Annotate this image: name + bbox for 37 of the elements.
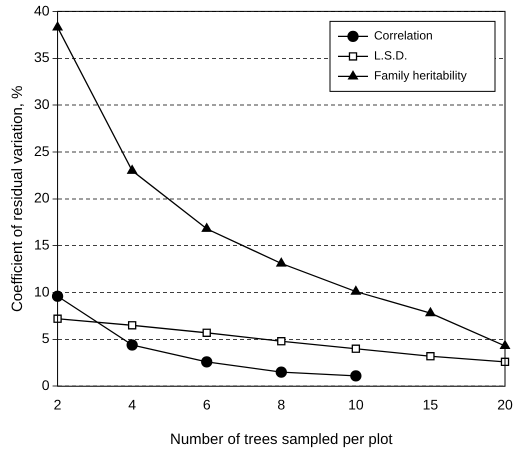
y-tick-label: 40 — [34, 2, 50, 18]
y-tick-label: 35 — [34, 49, 50, 66]
y-tick-label: 15 — [34, 236, 50, 253]
x-tick-label: 4 — [128, 396, 136, 412]
point — [352, 344, 360, 353]
point — [202, 328, 211, 337]
x-tick-label: 10 — [348, 396, 364, 412]
x-axis-title: Number of trees sampled per plot — [170, 431, 394, 448]
y-tick-label: 20 — [34, 190, 50, 206]
point — [201, 356, 212, 368]
legend-label: Correlation — [374, 28, 433, 43]
legend-label: Family heritability — [374, 68, 467, 83]
x-tick-label: 20 — [497, 396, 513, 412]
y-axis-title: Coefficient of residual variation, % — [9, 86, 26, 312]
y-tick-label: 30 — [34, 96, 50, 112]
y-tick-label: 10 — [34, 283, 50, 300]
point — [276, 366, 287, 378]
point — [128, 321, 136, 330]
point — [425, 307, 436, 316]
point — [53, 314, 62, 323]
x-tick-label: 2 — [54, 396, 62, 412]
point — [52, 290, 64, 302]
y-tick-label: 0 — [42, 377, 50, 394]
x-tick-label: 6 — [202, 396, 211, 412]
point — [126, 339, 138, 351]
point — [350, 286, 361, 295]
point — [426, 352, 435, 360]
y-tick-label: 25 — [34, 142, 50, 159]
y-tick-label: 5 — [42, 330, 50, 346]
x-tick-label: 15 — [422, 396, 438, 412]
point — [202, 223, 212, 232]
point — [276, 258, 286, 267]
legend-label: L.S.D. — [374, 48, 408, 63]
point — [127, 165, 138, 174]
point — [277, 337, 286, 346]
x-tick-label: 8 — [277, 396, 286, 412]
point — [350, 370, 362, 382]
